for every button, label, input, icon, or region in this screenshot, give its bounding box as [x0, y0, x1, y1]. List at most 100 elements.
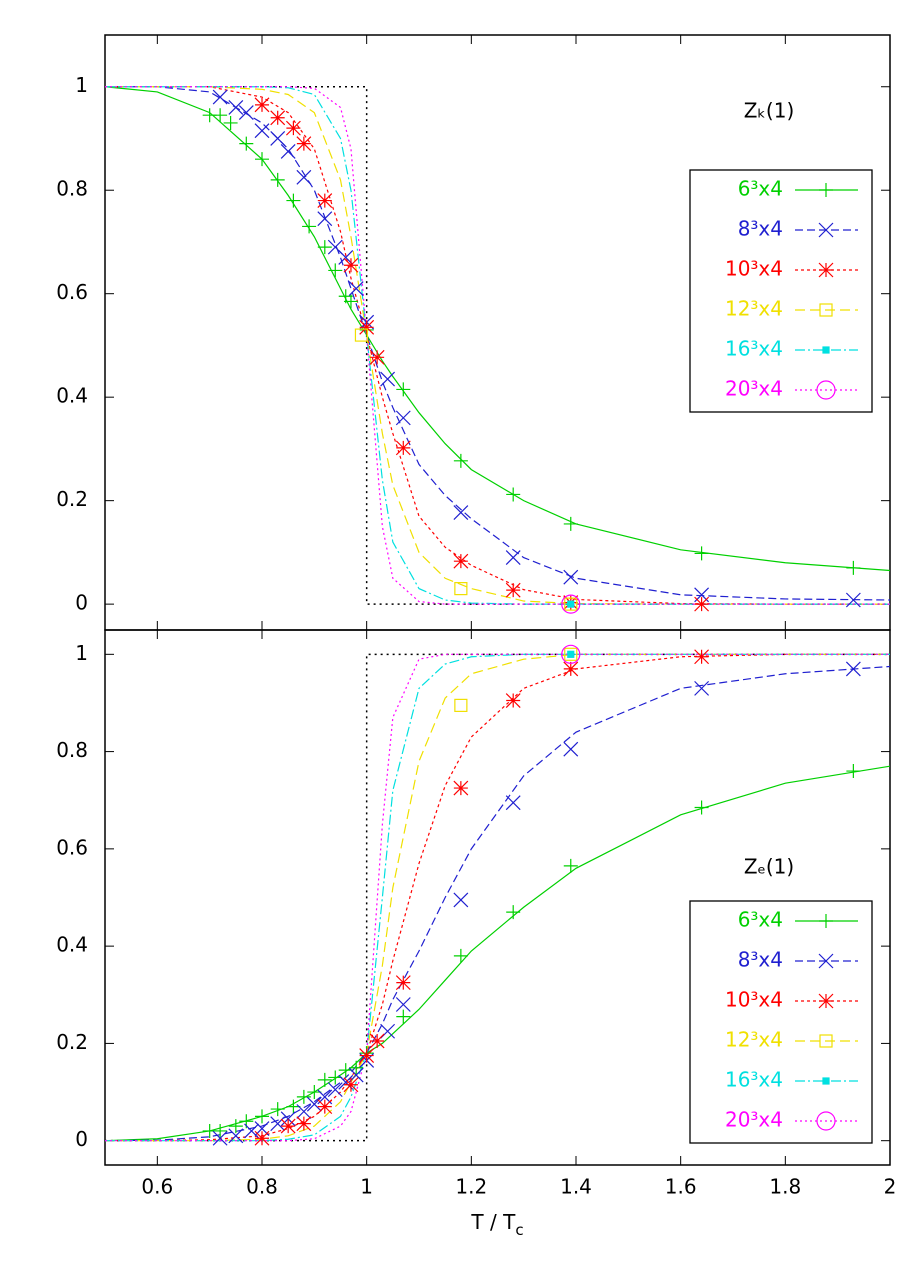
marker [453, 892, 469, 908]
y-tick-label: 0.8 [56, 738, 88, 762]
y-tick-label: 0.2 [56, 487, 88, 511]
marker [317, 1072, 332, 1087]
plot-frame [104, 629, 891, 1166]
y-tick-label: 0.6 [56, 280, 88, 304]
marker [328, 1070, 343, 1085]
marker [453, 553, 469, 569]
legend-label: 12³x4 [725, 297, 783, 321]
marker [359, 319, 375, 335]
legend-label: 10³x4 [725, 988, 783, 1012]
x-tick-label: 2 [884, 1175, 897, 1199]
marker [280, 1111, 296, 1127]
marker [846, 764, 861, 779]
legend-label: 8³x4 [738, 217, 783, 241]
marker [395, 440, 411, 456]
marker [306, 1096, 322, 1112]
fit-curve [105, 86, 890, 605]
marker [307, 1085, 322, 1100]
x-axis-label-main: T / T [470, 1210, 516, 1234]
legend-label: 20³x4 [725, 1108, 783, 1132]
marker [505, 693, 521, 708]
annotation: Zₑ(1) [744, 855, 794, 879]
marker [296, 169, 312, 185]
marker [285, 120, 301, 136]
marker [453, 948, 468, 963]
marker [317, 240, 332, 255]
marker [818, 222, 834, 238]
marker [563, 569, 579, 585]
legend-label: 6³x4 [738, 908, 783, 932]
marker [343, 294, 358, 309]
marker [317, 1099, 333, 1115]
y-tick-label: 1 [75, 641, 88, 665]
fit-curve [105, 86, 890, 605]
marker [822, 346, 830, 354]
fit-curve [105, 86, 890, 605]
legend-label: 8³x4 [738, 948, 783, 972]
marker [296, 136, 312, 152]
marker [338, 1063, 353, 1078]
marker [212, 89, 228, 105]
legend-label: 12³x4 [725, 1028, 783, 1052]
marker [818, 993, 834, 1009]
marker [819, 1034, 833, 1048]
marker [395, 975, 411, 991]
marker [567, 600, 575, 608]
marker [254, 97, 270, 113]
marker [816, 1111, 836, 1131]
marker [453, 505, 469, 520]
annotation: Zₖ(1) [744, 99, 795, 123]
marker [238, 105, 254, 121]
marker [505, 582, 521, 598]
marker [223, 115, 238, 130]
x-tick-label: 1.4 [560, 1175, 592, 1199]
marker [694, 680, 710, 696]
x-tick-label: 1 [360, 1175, 373, 1199]
plot-area [105, 85, 890, 614]
marker [286, 193, 301, 208]
marker [228, 100, 244, 115]
x-tick-label: 0.8 [246, 1175, 278, 1199]
marker [255, 152, 269, 167]
marker [280, 1118, 296, 1134]
marker [396, 1009, 411, 1024]
y-tick-label: 0.6 [56, 835, 88, 859]
y-tick-label: 1 [75, 73, 88, 97]
marker [302, 219, 317, 234]
legend-label: 6³x4 [738, 177, 783, 201]
legend-box [689, 900, 873, 1144]
legend-label: 10³x4 [725, 257, 783, 281]
marker [213, 108, 228, 123]
legend-box [689, 169, 873, 413]
x-tick-label: 0.6 [141, 1175, 173, 1199]
marker [254, 1130, 270, 1146]
marker [254, 123, 270, 139]
x-axis-label-sub: c [515, 1221, 523, 1239]
marker [348, 281, 364, 296]
marker [454, 698, 468, 712]
marker [328, 263, 343, 278]
x-tick-label: 1.6 [665, 1175, 697, 1199]
marker [343, 1077, 359, 1093]
marker [818, 953, 834, 969]
marker [380, 371, 396, 387]
marker [228, 1119, 243, 1134]
plot-area [105, 644, 890, 1146]
marker [228, 1128, 244, 1144]
legend-label: 20³x4 [725, 377, 783, 401]
marker [396, 382, 411, 397]
marker [505, 550, 521, 565]
marker [296, 1104, 312, 1119]
y-tick-label: 0.4 [56, 384, 88, 408]
marker [213, 1123, 228, 1138]
marker [317, 211, 333, 227]
marker [563, 858, 578, 873]
marker [395, 410, 411, 426]
marker [317, 193, 333, 208]
marker [453, 453, 468, 468]
marker [845, 592, 861, 608]
y-tick-label: 0.2 [56, 1030, 88, 1054]
marker [354, 328, 369, 342]
legend-label: 16³x4 [725, 1068, 783, 1092]
marker [845, 661, 861, 677]
